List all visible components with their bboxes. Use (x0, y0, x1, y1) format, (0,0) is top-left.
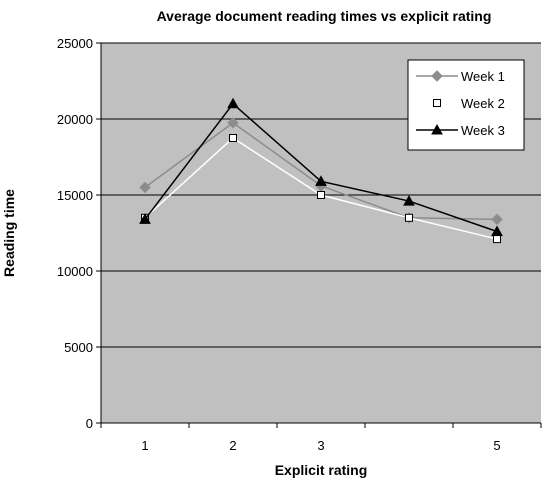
legend-label-1: Week 1 (461, 69, 505, 84)
y-tick-label-0: 0 (86, 416, 93, 431)
series-3-point-3 (403, 195, 415, 206)
y-tick-label-2: 10000 (57, 264, 93, 279)
legend: Week 1 Week 2 Week 3 (407, 59, 525, 151)
series-3-point-4 (491, 225, 503, 236)
x-tick-label-4: 5 (493, 438, 500, 453)
x-tick-label-1: 2 (229, 438, 236, 453)
series-3-point-1 (227, 97, 239, 109)
series-2-point-4 (493, 235, 501, 244)
series-3 (139, 97, 503, 236)
series-2-point-1 (229, 134, 237, 142)
x-axis-ticks: 1 2 3 5 (100, 423, 542, 453)
legend-box (407, 59, 525, 151)
legend-marker-2 (433, 99, 441, 107)
legend-marker-3 (431, 123, 443, 135)
series-3-point-2 (315, 175, 327, 186)
axes (100, 43, 541, 424)
y-axis-ticks: 0 5000 10000 15000 20000 25000 (57, 36, 101, 431)
series-3-point-0 (139, 213, 151, 224)
series-layer (139, 97, 503, 244)
legend-label-2: Week 2 (461, 96, 505, 111)
y-tick-label-4: 20000 (57, 112, 93, 127)
series-1-point-4 (491, 213, 503, 226)
y-tick-label-5: 25000 (57, 36, 93, 51)
x-tick-label-0: 1 (141, 438, 148, 453)
legend-label-3: Week 3 (461, 123, 505, 138)
chart-title: Average document reading times vs explic… (157, 8, 492, 24)
legend-marker-1 (431, 70, 443, 82)
x-tick-label-2: 3 (317, 438, 324, 453)
series-2-point-2 (317, 191, 325, 199)
y-tick-label-3: 15000 (57, 188, 93, 203)
x-axis-label: Explicit rating (275, 462, 368, 478)
series-1-point-1 (227, 117, 239, 129)
series-2-point-3 (405, 213, 413, 222)
series-1-point-0 (139, 181, 151, 194)
y-axis-label: Reading time (1, 189, 17, 277)
y-tick-label-1: 5000 (64, 340, 93, 355)
